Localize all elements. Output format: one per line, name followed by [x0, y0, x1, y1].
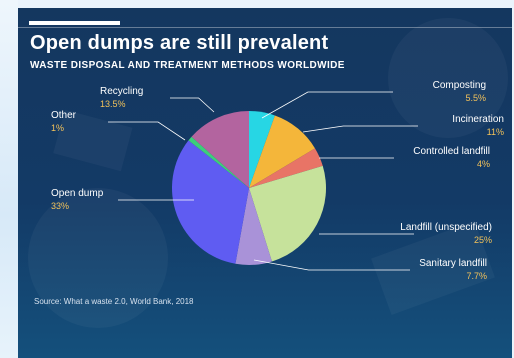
background-decoration — [28, 18, 508, 328]
slice-label: Open dump — [51, 188, 104, 199]
slice-value-label: 4% — [477, 159, 490, 169]
slice-value-label: 11% — [487, 127, 504, 137]
pie-slice-composting — [249, 111, 275, 188]
infographic-card: Open dumps are still prevalent WASTE DIS… — [18, 8, 512, 358]
slice-value-label: 1% — [51, 123, 64, 133]
title-accent-bar — [29, 21, 120, 25]
pie-chart: Composting 5.5% Incineration 11% Controlled … — [51, 80, 504, 281]
pie-slice-sanitary-landfill — [235, 188, 272, 266]
pie-slice-controlled-landfill — [249, 148, 323, 188]
leader-lines — [108, 91, 418, 271]
slice-value-label: 5.5% — [465, 93, 486, 103]
pie-slice-landfill-unspecified — [249, 165, 327, 262]
slice-value-label: 13.5% — [100, 99, 126, 109]
title-rule — [18, 27, 512, 28]
pie-slices — [171, 111, 327, 266]
slice-label: Incineration — [452, 114, 504, 125]
slice-value-label: 33% — [51, 201, 69, 211]
slice-value-label: 7.7% — [466, 271, 487, 281]
source-note: Source: What a waste 2.0, World Bank, 20… — [34, 297, 194, 306]
pie-slice-incineration — [249, 115, 315, 188]
leader-line — [261, 91, 393, 119]
chart-title: Open dumps are still prevalent — [30, 32, 329, 54]
chart-subtitle: WASTE DISPOSAL AND TREATMENT METHODS WOR… — [30, 60, 345, 71]
leader-line — [108, 121, 186, 141]
slice-label: Composting — [433, 80, 486, 91]
slice-label: Recycling — [100, 86, 143, 97]
slice-label: Other — [51, 110, 77, 121]
pie-slice-open-dump — [171, 140, 249, 264]
slice-value-label: 25% — [474, 235, 492, 245]
leader-line — [302, 125, 418, 133]
pie-slice-recycling — [191, 111, 249, 188]
page-margin — [0, 0, 18, 358]
slice-label: Controlled landfill — [413, 146, 490, 157]
slice-label: Landfill (unspecified) — [400, 222, 492, 233]
pie-slice-other — [188, 136, 249, 188]
slice-label: Sanitary landfill — [419, 258, 487, 269]
slice-labels: Composting 5.5% Incineration 11% Controlled … — [51, 80, 504, 281]
leader-line — [253, 259, 410, 271]
leader-line — [170, 97, 215, 113]
